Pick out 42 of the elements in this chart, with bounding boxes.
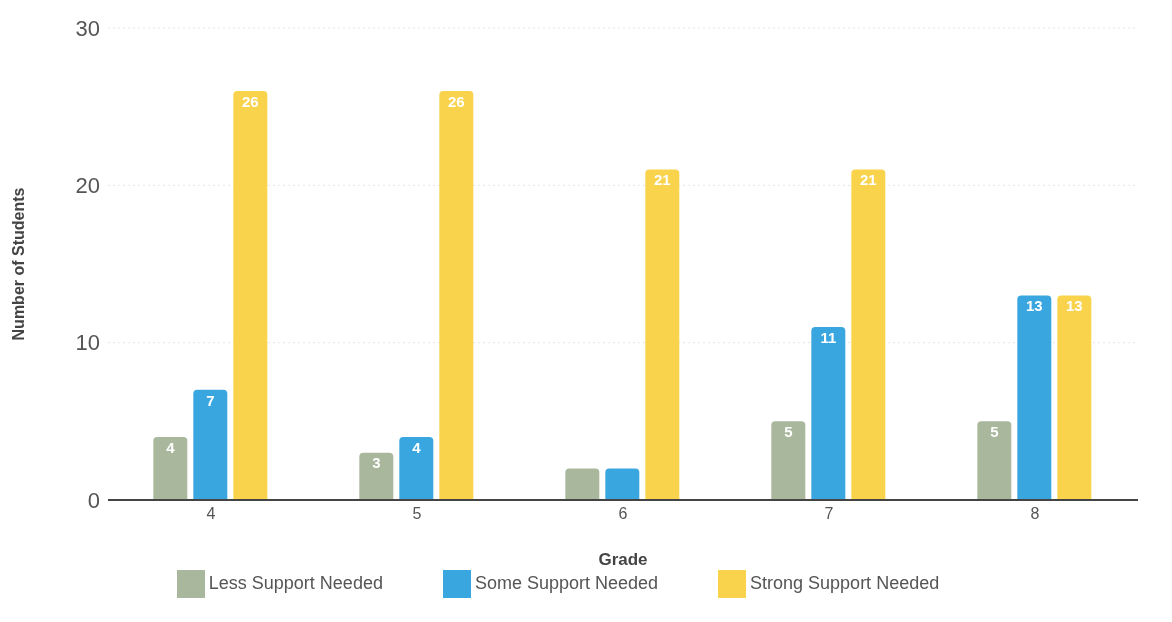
bar [851, 169, 886, 500]
legend-label: Less Support Needed [208, 572, 383, 593]
data-label: 11 [820, 328, 837, 346]
legend-label: Some Support Needed [474, 572, 659, 593]
bar [153, 437, 188, 500]
data-label: 26 [447, 92, 465, 110]
data-label: 5 [990, 422, 999, 440]
data-label: 21 [859, 171, 877, 189]
x-tick-label: 7 [824, 505, 834, 523]
legend-label: Strong Support Needed [750, 572, 940, 593]
bar [977, 421, 1012, 500]
data-label: 21 [653, 171, 671, 189]
bar [399, 437, 434, 500]
data-label: 13 [1065, 297, 1083, 315]
bar [811, 326, 846, 500]
data-label: 7 [206, 391, 215, 409]
y-tick-label: 0 [87, 487, 100, 513]
x-axis-title: Grade [598, 550, 648, 569]
x-tick-label: 8 [1030, 505, 1040, 523]
bar [233, 90, 268, 500]
data-label: 13 [1025, 297, 1043, 315]
y-axis-title: Number of Students [9, 187, 27, 341]
x-tick-label: 6 [618, 505, 628, 523]
y-tick-label: 20 [75, 173, 100, 199]
bar [645, 169, 680, 500]
bar [565, 468, 600, 500]
bar [193, 389, 228, 500]
data-label: 4 [412, 438, 422, 456]
y-tick-label: 30 [75, 15, 100, 41]
data-label: 5 [784, 422, 793, 440]
bar [439, 90, 474, 500]
bar [605, 468, 640, 500]
x-tick-label: 4 [206, 505, 216, 523]
data-label: 3 [372, 454, 381, 472]
bar [771, 421, 806, 500]
bar [1017, 295, 1052, 500]
data-label: 4 [166, 438, 176, 456]
bar [1057, 295, 1092, 500]
data-label: 26 [241, 92, 259, 110]
x-tick-label: 5 [412, 505, 422, 523]
bar [359, 452, 394, 500]
y-tick-label: 10 [75, 330, 100, 356]
